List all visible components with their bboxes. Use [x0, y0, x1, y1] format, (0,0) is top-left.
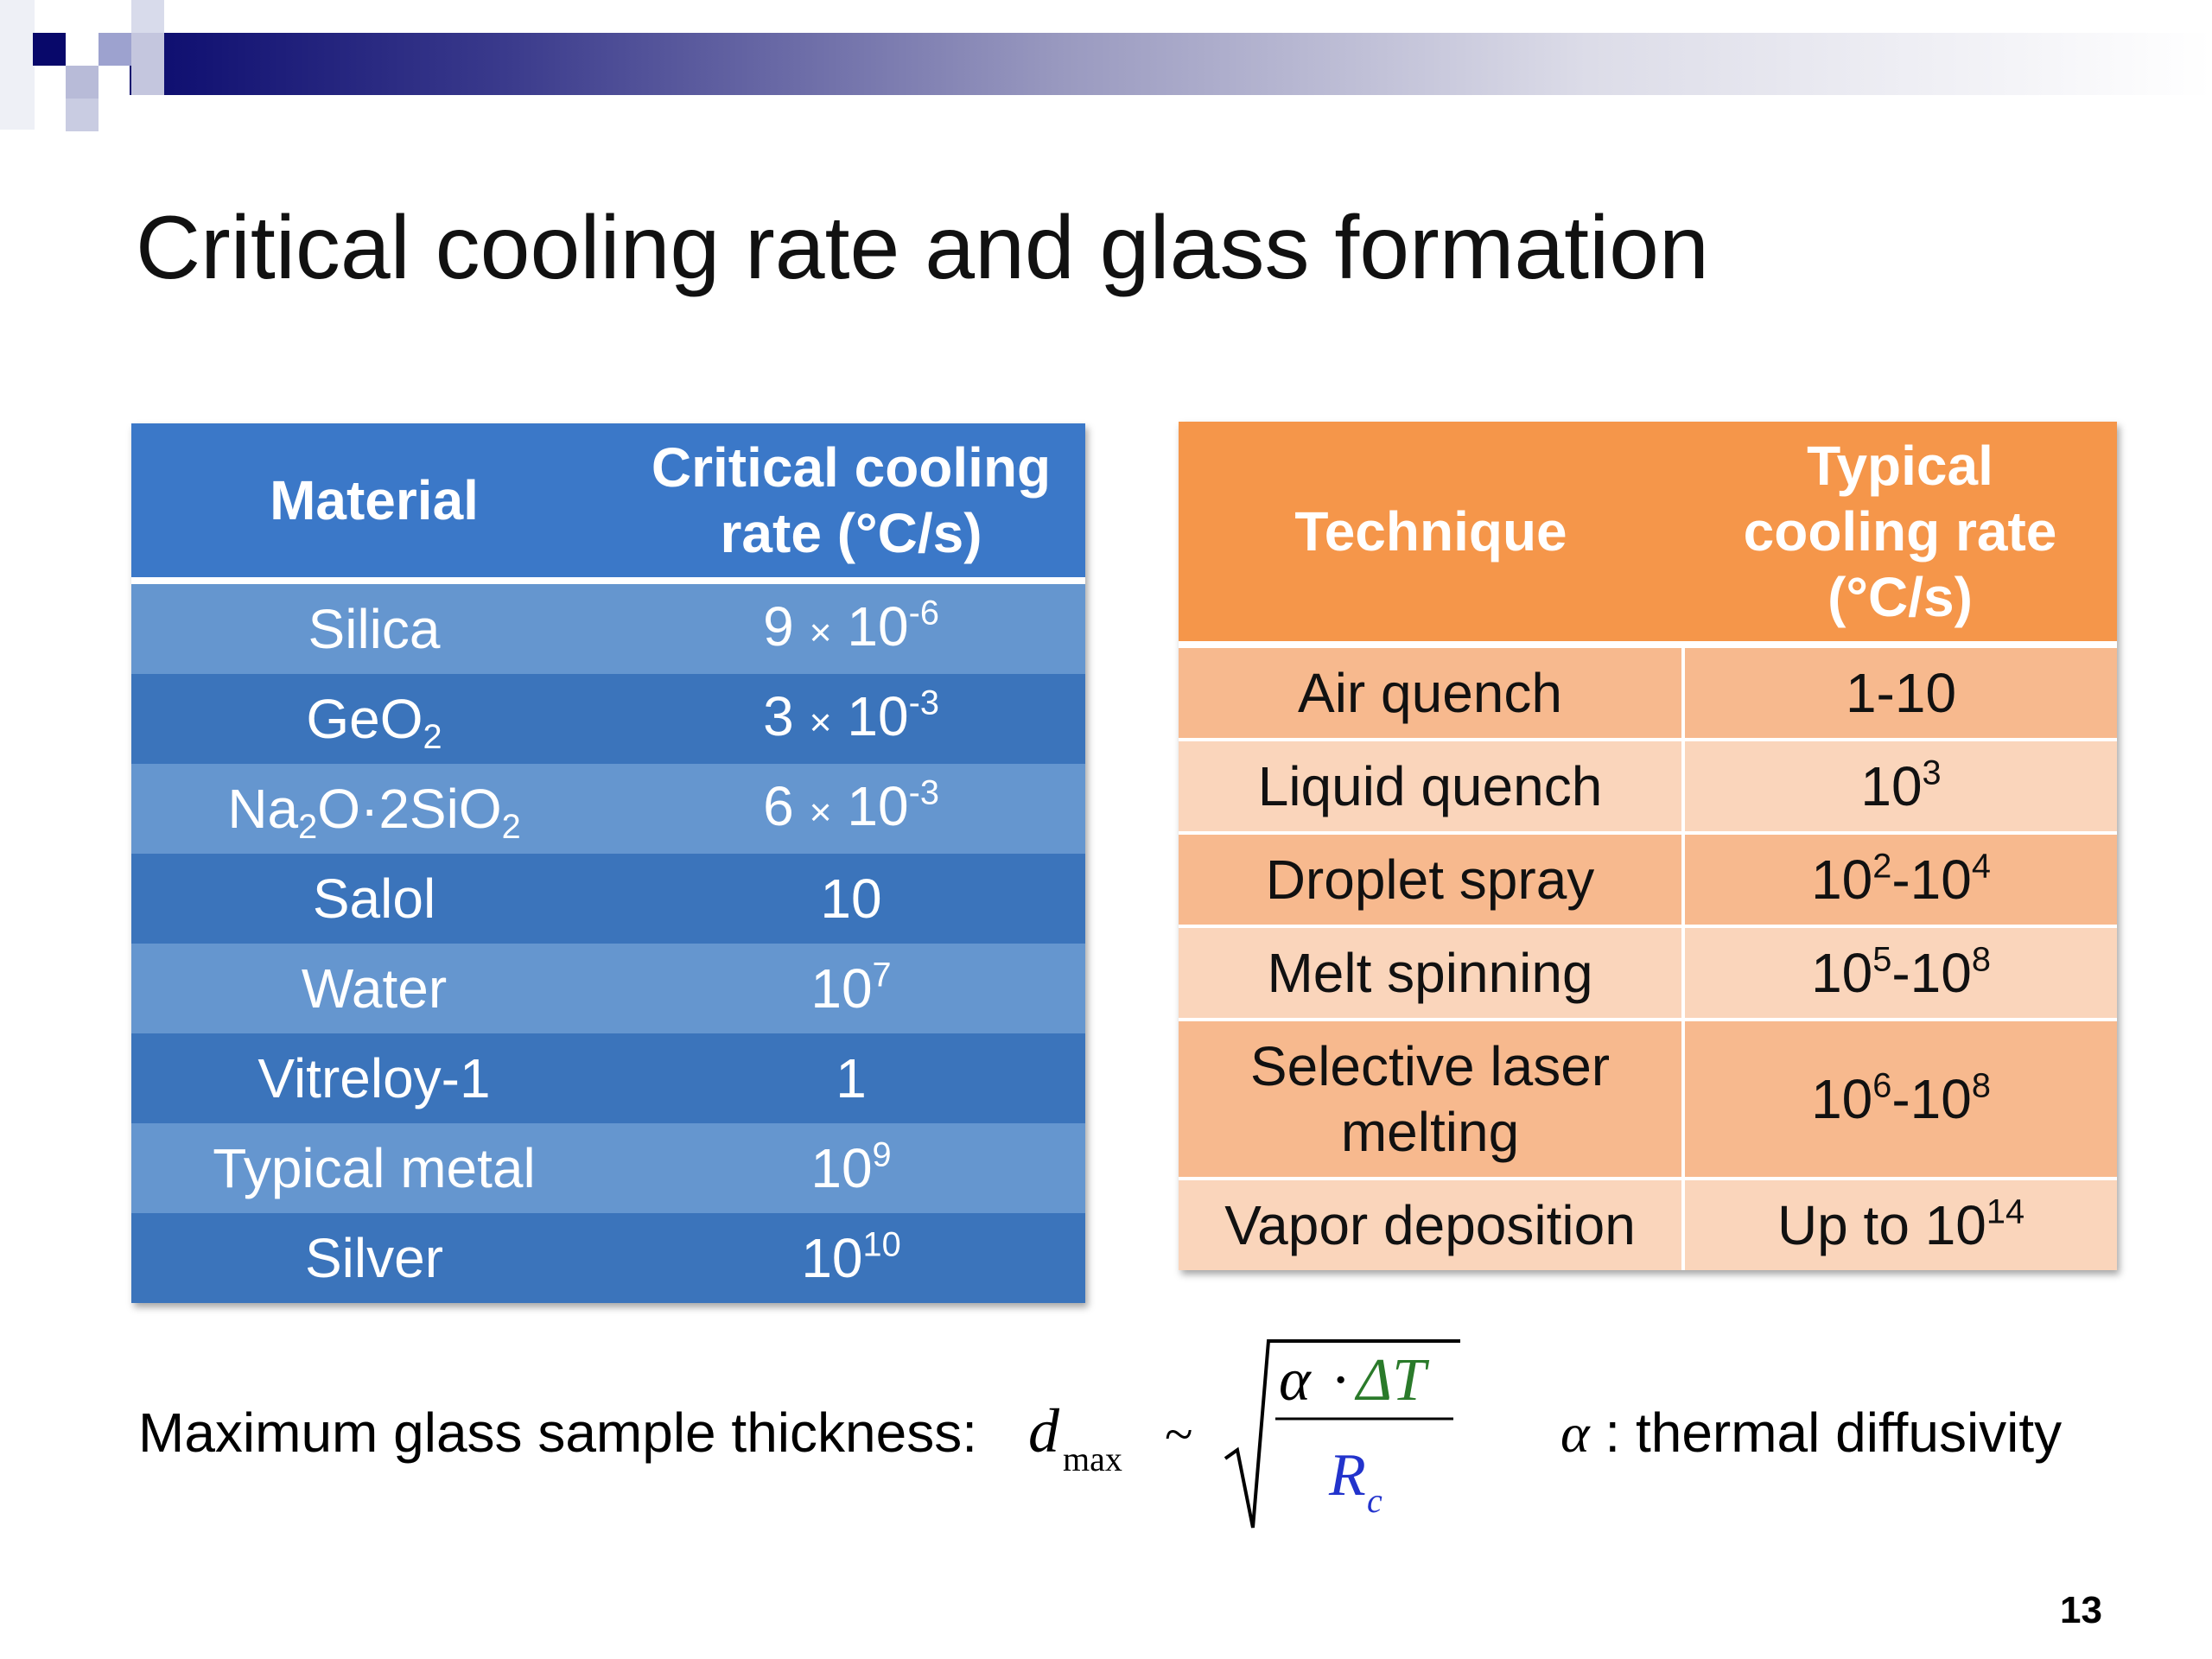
table-row: Selective laser melting 106-108	[1179, 1018, 2117, 1179]
rate-cell: 1	[617, 1033, 1085, 1123]
table-row: Droplet spray 102-104	[1179, 831, 2117, 926]
page-number: 13	[2060, 1589, 2102, 1631]
rate-cell: 103	[1681, 738, 2117, 833]
header-square	[99, 33, 131, 66]
technique-cell: Droplet spray	[1179, 831, 1683, 926]
technique-cell: Vapor deposition	[1179, 1177, 1683, 1270]
table-row: Vapor deposition Up to 1014	[1179, 1177, 2117, 1270]
technique-cell: Selective laser melting	[1179, 1018, 1683, 1179]
alpha-definition: α : thermal diffusivity	[1560, 1400, 2062, 1466]
table-row: Water 107	[131, 944, 1085, 1033]
denominator-r: R	[1328, 1442, 1366, 1509]
radical-sign	[1224, 1339, 1460, 1529]
rate-cell: 107	[617, 944, 1085, 1033]
material-cell: Silver	[131, 1213, 617, 1303]
material-cell: Vitreloy-1	[131, 1033, 617, 1123]
material-cell: Salol	[131, 854, 617, 944]
rate-cell: 105-108	[1681, 925, 2117, 1020]
table-row: Typical metal 109	[131, 1123, 1085, 1213]
table-header-row: Technique Typical cooling rate (°C/s)	[1179, 422, 2117, 648]
header-material: Material	[131, 423, 617, 584]
technique-cell: Liquid quench	[1179, 738, 1683, 833]
rate-cell: 102-104	[1681, 831, 2117, 926]
slide-title: Critical cooling rate and glass formatio…	[136, 198, 1709, 298]
formula-label: Maximum glass sample thickness:	[138, 1402, 977, 1464]
rate-cell: 6 × 10-3	[617, 764, 1085, 854]
technique-cell: Air quench	[1179, 643, 1683, 740]
numerator-delta-t: ΔT	[1354, 1347, 1430, 1414]
material-cell: Na2O·2SiO2	[131, 764, 617, 854]
alpha-symbol: α	[1560, 1402, 1590, 1464]
table-row: Vitreloy-1 1	[131, 1033, 1085, 1123]
material-cell: Silica	[131, 581, 617, 674]
table-row: Na2O·2SiO2 6 × 10-3	[131, 764, 1085, 854]
header-line: cooling rate	[1743, 500, 2057, 563]
formula-relation: ~	[1165, 1406, 1192, 1463]
table-header-row: Material Critical cooling rate (°C/s)	[131, 423, 1085, 584]
table-row: Salol 10	[131, 854, 1085, 944]
header-typical-cooling-rate: Typical cooling rate (°C/s)	[1683, 422, 2117, 648]
alpha-description: : thermal diffusivity	[1589, 1402, 2063, 1464]
header-line: Critical cooling	[651, 436, 1052, 499]
table-row: Liquid quench 103	[1179, 738, 2117, 833]
rate-cell: 3 × 10-3	[617, 674, 1085, 764]
rate-cell: 109	[617, 1123, 1085, 1213]
header-line: Typical	[1807, 435, 1993, 497]
rate-cell: 1010	[617, 1213, 1085, 1303]
rate-cell: 10	[617, 854, 1085, 944]
header-line: (°C/s)	[1827, 566, 1973, 628]
formula-lhs-subscript: max	[1063, 1440, 1122, 1478]
header-technique: Technique	[1179, 422, 1683, 648]
rate-cell: Up to 1014	[1681, 1177, 2117, 1270]
material-cell: GeO2	[131, 674, 617, 764]
header-square	[131, 33, 164, 95]
header-square	[131, 0, 164, 33]
header-square	[66, 66, 99, 99]
table-row: Silver 1010	[131, 1213, 1085, 1303]
header-line: rate (°C/s)	[720, 502, 982, 564]
header-square	[33, 33, 66, 66]
thickness-formula: d max ~ α · ΔT R c	[1028, 1339, 1460, 1529]
rate-cell: 106-108	[1681, 1018, 2117, 1179]
table-row: Silica 9 × 10-6	[131, 581, 1085, 674]
table-row: Melt spinning 105-108	[1179, 925, 2117, 1020]
header-square	[66, 99, 99, 131]
denominator-subscript: c	[1367, 1481, 1382, 1520]
techniques-table: Technique Typical cooling rate (°C/s) Ai…	[1179, 422, 2117, 1270]
material-cell: Typical metal	[131, 1123, 617, 1213]
header-square	[0, 0, 35, 130]
technique-cell: Melt spinning	[1179, 925, 1683, 1020]
header-critical-cooling-rate: Critical cooling rate (°C/s)	[617, 423, 1085, 584]
material-cell: Water	[131, 944, 617, 1033]
numerator-dot: ·	[1331, 1347, 1351, 1414]
table-row: GeO2 3 × 10-3	[131, 674, 1085, 764]
materials-table: Material Critical cooling rate (°C/s) Si…	[131, 423, 1085, 1303]
rate-cell: 1-10	[1681, 643, 2117, 740]
numerator-alpha: α	[1279, 1347, 1312, 1414]
rate-cell: 9 × 10-6	[617, 581, 1085, 674]
table-row: Air quench 1-10	[1179, 643, 2117, 740]
formula-lhs: d	[1028, 1396, 1060, 1465]
header-gradient-bar	[130, 33, 2212, 95]
